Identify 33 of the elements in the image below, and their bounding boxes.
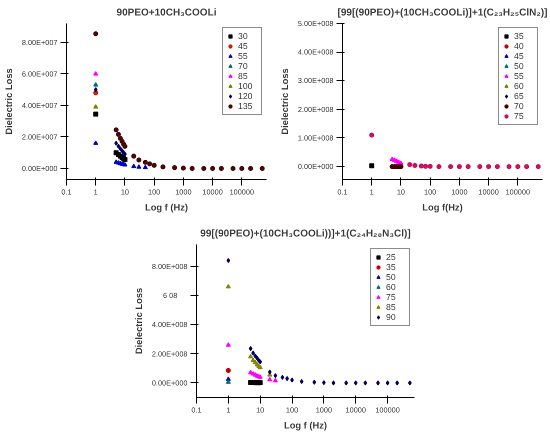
legend-label: 70 <box>514 101 525 111</box>
legend-label: 55 <box>514 71 525 81</box>
legend-label: 45 <box>238 41 249 51</box>
legend-label: 75 <box>386 292 397 302</box>
x-axis-title: Log f(Hz) <box>422 202 463 212</box>
legend-label: 65 <box>514 91 525 101</box>
y-axis-title: Dielectric Loss <box>134 288 144 354</box>
legend-label: 90 <box>386 312 397 322</box>
chart-title: 90PEO+10CH₃COOLi <box>116 8 217 18</box>
chart-title: 99[(90PEO)+(10CH₃COOLi))]+1(C₂₄H₂₈N₃Cl)] <box>200 228 411 240</box>
legend-label: 50 <box>386 272 397 282</box>
legend-label: 30 <box>238 31 249 41</box>
chart-title: [99[(90PEO)+(10CH₃COOLi)]+1(C₂₃H₂₅ClN₂)] <box>338 8 548 18</box>
legend-label: 35 <box>386 262 397 272</box>
legend-label: 55 <box>238 51 249 61</box>
x-axis-title: Log f (Hz) <box>284 420 327 430</box>
legend-label: 85 <box>386 302 397 312</box>
legend-label: 120 <box>238 91 254 101</box>
legend-label: 100 <box>238 81 254 91</box>
y-axis-title: Dielectric Loss <box>280 68 290 135</box>
y-axis-title: Dielectric Loss <box>4 68 14 135</box>
legend-label: 75 <box>514 111 525 121</box>
legend-label: 40 <box>514 41 525 51</box>
legend-label: 35 <box>514 31 525 41</box>
legend-label: 25 <box>386 252 397 262</box>
legend-label: 70 <box>238 61 249 71</box>
x-axis-title: Log f (Hz) <box>145 202 188 212</box>
legend-label: 135 <box>238 101 254 111</box>
legend-label: 45 <box>514 51 525 61</box>
legend-label: 85 <box>238 71 249 81</box>
legend-label: 60 <box>514 81 525 91</box>
legend-label: 60 <box>386 282 397 292</box>
legend-label: 50 <box>514 61 525 71</box>
